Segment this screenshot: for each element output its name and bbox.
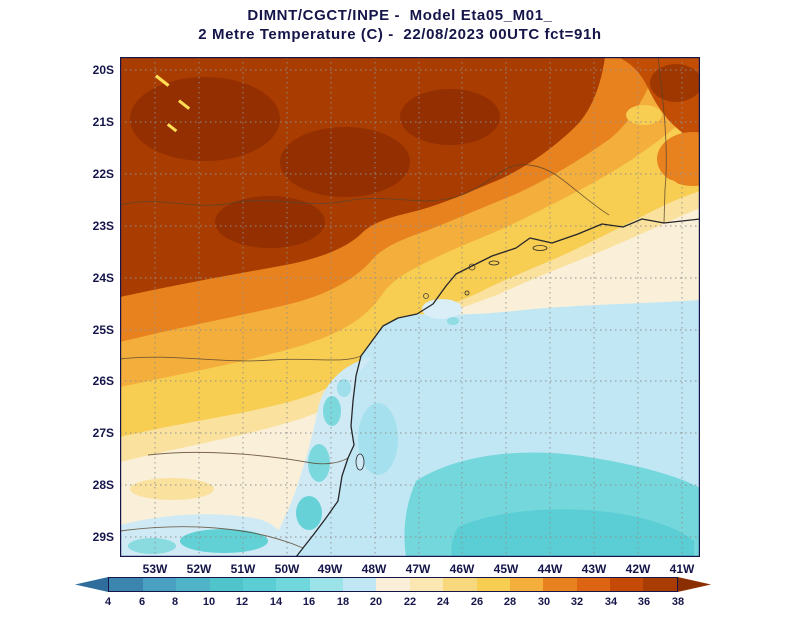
- lon-tick-label: 50W: [274, 562, 300, 576]
- colorbar-tick-label: 28: [503, 596, 517, 608]
- lon-tick-label: 41W: [669, 562, 695, 576]
- colorbar-tick-label: 20: [369, 596, 383, 608]
- colorbar-underflow-arrow: [75, 577, 109, 592]
- lon-tick-label: 51W: [230, 562, 256, 576]
- lat-tick-label: 21S: [92, 115, 114, 129]
- colorbar-segment: [242, 578, 277, 591]
- colorbar-overflow-arrow: [677, 577, 712, 592]
- colorbar-segment: [509, 578, 544, 591]
- colorbar-tick-label: 4: [104, 596, 112, 608]
- lon-tick-label: 46W: [449, 562, 475, 576]
- lat-tick-label: 26S: [92, 374, 114, 388]
- colorbar-tick-label: 12: [235, 596, 249, 608]
- lat-tick-label: 20S: [92, 63, 114, 77]
- lon-tick-label: 47W: [405, 562, 431, 576]
- colorbar-segment: [142, 578, 177, 591]
- colorbar-segment: [643, 578, 677, 591]
- colorbar-tick-label: 24: [436, 596, 450, 608]
- temperature-map: [120, 57, 700, 557]
- colorbar-segment: [209, 578, 243, 591]
- colorbar-segment: [543, 578, 577, 591]
- lon-tick-label: 48W: [361, 562, 387, 576]
- colorbar-tick-label: 34: [604, 596, 618, 608]
- lat-tick-label: 23S: [92, 219, 114, 233]
- colorbar-tick-label: 14: [269, 596, 283, 608]
- colorbar-segment: [309, 578, 343, 591]
- lon-tick-label: 52W: [186, 562, 212, 576]
- colorbar-tick-label: 18: [336, 596, 350, 608]
- map-frame: [120, 57, 700, 557]
- figure-title-line1: DIMNT/CGCT/INPE - Model Eta05_M01_: [247, 7, 553, 24]
- lon-tick-label: 45W: [493, 562, 519, 576]
- colorbar-bar: [75, 577, 712, 592]
- colorbar-segment: [409, 578, 444, 591]
- colorbar-tick-label: 8: [171, 596, 179, 608]
- colorbar-segment: [610, 578, 644, 591]
- lat-tick-label: 24S: [92, 271, 114, 285]
- colorbar-segment: [443, 578, 477, 591]
- colorbar-tick-label: 30: [537, 596, 551, 608]
- colorbar-segment: [176, 578, 210, 591]
- lon-tick-label: 53W: [142, 562, 168, 576]
- lon-tick-label: 43W: [581, 562, 607, 576]
- colorbar-tick-label: 26: [470, 596, 484, 608]
- colorbar-segments: [108, 577, 678, 592]
- colorbar-tick-label: 32: [570, 596, 584, 608]
- colorbar-segment: [343, 578, 377, 591]
- colorbar-segment: [276, 578, 310, 591]
- lat-tick-label: 25S: [92, 323, 114, 337]
- colorbar: 4 6 8 10 12 14 16 18 20 22 24 26 28 30 3…: [75, 577, 712, 613]
- colorbar-segment: [109, 578, 143, 591]
- colorbar-tick-label: 38: [671, 596, 685, 608]
- figure-title-line2: 2 Metre Temperature (C) - 22/08/2023 00U…: [198, 26, 602, 43]
- temp-field: [120, 57, 700, 557]
- colorbar-segment: [376, 578, 410, 591]
- lon-tick-label: 42W: [625, 562, 651, 576]
- lon-tick-label: 49W: [317, 562, 343, 576]
- colorbar-tick-label: 10: [202, 596, 216, 608]
- lat-tick-label: 28S: [92, 478, 114, 492]
- lat-tick-label: 27S: [92, 426, 114, 440]
- colorbar-tick-label: 36: [637, 596, 651, 608]
- state-borders: [120, 57, 667, 549]
- colorbar-tick-label: 16: [302, 596, 316, 608]
- lat-tick-label: 22S: [92, 167, 114, 181]
- colorbar-segment: [576, 578, 610, 591]
- grid-lines: [120, 57, 700, 557]
- colorbar-tick-labels: 4 6 8 10 12 14 16 18 20 22 24 26 28 30 3…: [75, 596, 711, 612]
- coastline: [295, 218, 700, 557]
- colorbar-tick-label: 6: [138, 596, 146, 608]
- lon-tick-label: 44W: [537, 562, 563, 576]
- colorbar-tick-label: 22: [403, 596, 417, 608]
- lat-tick-label: 29S: [92, 530, 114, 544]
- colorbar-segment: [476, 578, 510, 591]
